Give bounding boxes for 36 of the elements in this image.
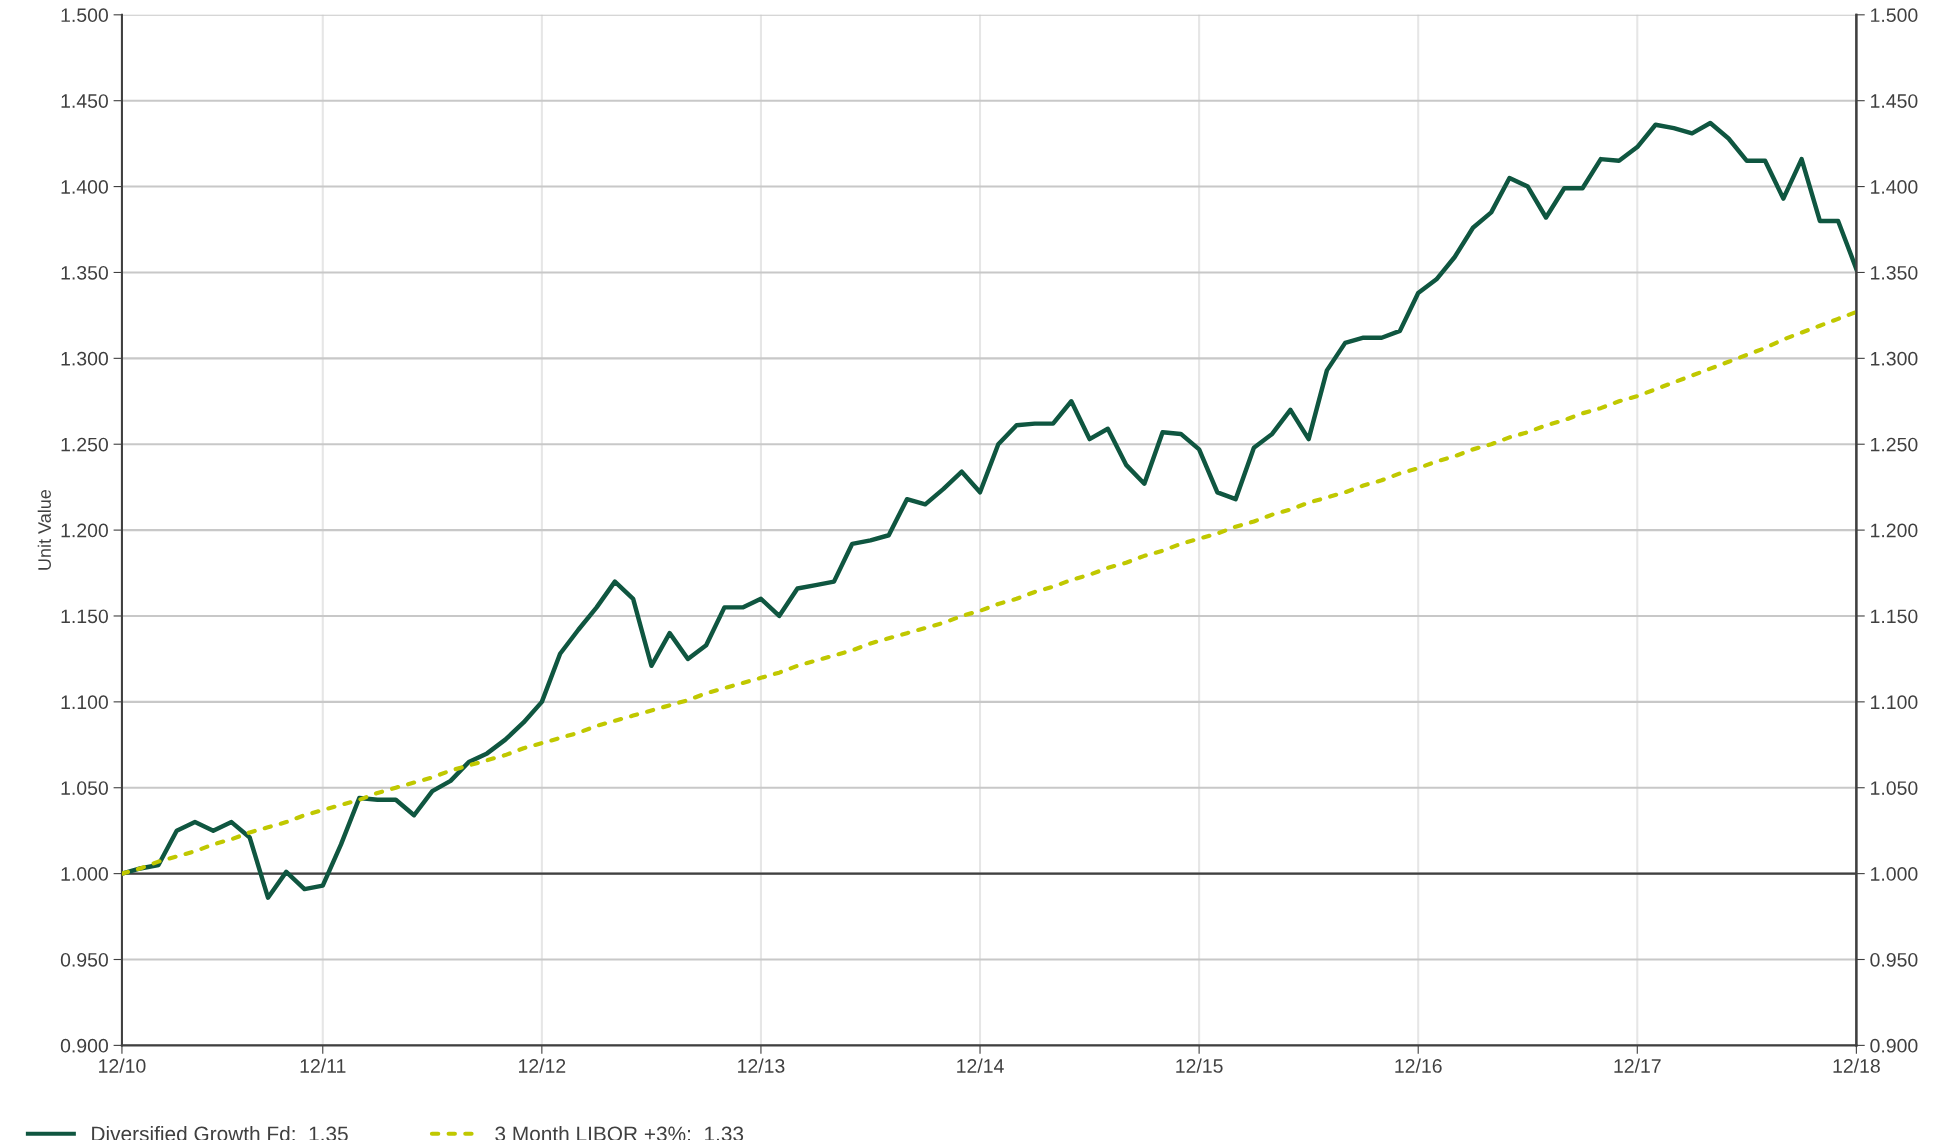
y2-tick-label: 0.900: [1870, 1038, 1918, 1053]
y-tick-label: 1.050: [61, 781, 108, 795]
y-tick-label: 1.200: [61, 523, 108, 538]
y2-tick-label: 0.950: [1870, 952, 1918, 967]
y-tick-label: 1.000: [61, 867, 108, 881]
y-tick-label: 1.300: [61, 351, 108, 366]
y-tick-label: 1.250: [61, 437, 108, 452]
x-tick-label: 12/12: [519, 1058, 566, 1073]
x-tick-label: 12/13: [738, 1058, 785, 1073]
x-tick-label: 12/11: [300, 1058, 346, 1073]
y2-tick-label: 1.500: [1871, 8, 1918, 23]
x-tick-label: 12/18: [1833, 1058, 1880, 1073]
x-tick-label: 12/17: [1614, 1058, 1661, 1073]
y-tick-label: 1.400: [61, 180, 108, 194]
y2-tick-label: 1.250: [1871, 437, 1918, 452]
y-tick-label: 1.100: [61, 695, 108, 710]
y-tick-label: 1.500: [61, 8, 108, 23]
y2-tick-label: 1.300: [1871, 351, 1918, 366]
y-tick-label: 1.350: [61, 265, 108, 280]
x-tick-label: 12/15: [1176, 1058, 1223, 1073]
y-tick-label: 0.900: [60, 1038, 108, 1053]
x-tick-label: 12/16: [1395, 1058, 1442, 1073]
y2-tick-label: 1.450: [1871, 94, 1918, 108]
y-tick-label: 1.150: [61, 609, 108, 624]
y2-tick-label: 1.050: [1871, 781, 1918, 795]
y2-tick-label: 1.350: [1871, 265, 1918, 280]
y2-tick-label: 1.150: [1871, 609, 1918, 624]
y2-tick-label: 1.000: [1871, 867, 1918, 881]
x-tick-label: 12/14: [957, 1058, 1004, 1073]
y2-tick-label: 1.200: [1871, 523, 1918, 538]
y-axis-title: Unit Value: [37, 489, 51, 570]
y2-tick-label: 1.100: [1871, 695, 1918, 710]
y-tick-label: 1.450: [61, 94, 108, 108]
x-tick-label: 12/10: [99, 1058, 146, 1073]
y2-tick-label: 1.400: [1871, 180, 1918, 194]
y-tick-label: 0.950: [60, 952, 108, 967]
